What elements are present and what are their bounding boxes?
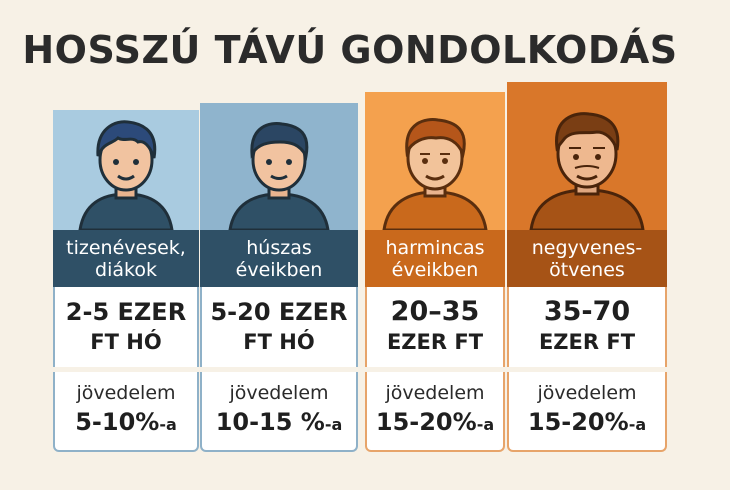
amount-line1: 35-70 <box>543 296 631 327</box>
column-twenties: húszas éveikben 5-20 EZER FT HÓ jövedelem… <box>200 103 358 452</box>
column-thirties: harmincas éveikben 20–35 EZER FT jövedele… <box>365 92 505 452</box>
portrait-panel <box>53 110 199 230</box>
thirties-man-icon <box>382 118 488 230</box>
portrait-panel <box>365 92 505 230</box>
amount-box: 20–35 EZER FT <box>365 287 505 367</box>
amount-line2: EZER FT <box>386 330 484 354</box>
middle-aged-man-icon <box>529 112 645 230</box>
portrait-panel <box>507 82 667 230</box>
income-box: jövedelem 15-20%-a <box>507 372 667 452</box>
income-box: jövedelem 10-15 %-a <box>200 372 358 452</box>
young-man-icon <box>228 122 330 230</box>
age-label: húszas éveikben <box>200 230 358 287</box>
income-percent: 5-10%-a <box>75 408 177 436</box>
column-forties-fifties: negyvenes- ötvenes 35-70 EZER FT jövedele… <box>507 82 667 452</box>
amount-line1: 5-20 EZER <box>210 298 348 326</box>
income-label: jövedelem <box>76 382 176 404</box>
income-percent: 10-15 %-a <box>215 408 343 436</box>
income-label: jövedelem <box>537 382 637 404</box>
income-percent: 15-20%-a <box>375 408 495 436</box>
portrait-panel <box>200 103 358 230</box>
amount-line2: FT HÓ <box>90 330 162 354</box>
income-label: jövedelem <box>229 382 329 404</box>
amount-line1: 20–35 <box>390 296 480 327</box>
income-box: jövedelem 5-10%-a <box>53 372 199 452</box>
age-label: harmincas éveikben <box>365 230 505 287</box>
income-percent: 15-20%-a <box>527 408 647 436</box>
amount-line2: FT HÓ <box>243 330 315 354</box>
age-label: negyvenes- ötvenes <box>507 230 667 287</box>
teen-boy-icon <box>78 120 174 230</box>
page-title: HOSSZÚ TÁVÚ GONDOLKODÁS <box>22 28 678 72</box>
amount-box: 5-20 EZER FT HÓ <box>200 287 358 367</box>
income-box: jövedelem 15-20%-a <box>365 372 505 452</box>
income-label: jövedelem <box>385 382 485 404</box>
amount-line2: EZER FT <box>538 330 636 354</box>
age-label: tizenévesek, diákok <box>53 230 199 287</box>
amount-line1: 2-5 EZER <box>65 298 187 326</box>
amount-box: 2-5 EZER FT HÓ <box>53 287 199 367</box>
column-teens: tizenévesek, diákok 2-5 EZER FT HÓ jövede… <box>53 110 199 452</box>
amount-box: 35-70 EZER FT <box>507 287 667 367</box>
